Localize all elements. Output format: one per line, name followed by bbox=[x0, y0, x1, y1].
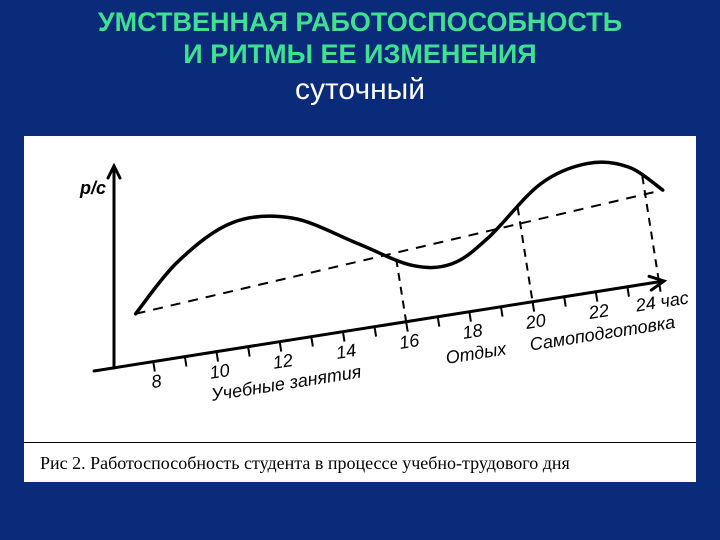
slide-title-line2: И РИТМЫ ЕЕ ИЗМЕНЕНИЯ bbox=[0, 38, 720, 70]
title-block: УМСТВЕННАЯ РАБОТОСПОСОБНОСТЬ И РИТМЫ ЕЕ … bbox=[0, 0, 720, 107]
svg-text:18: 18 bbox=[461, 320, 484, 343]
svg-text:22: 22 bbox=[586, 300, 610, 323]
svg-text:20: 20 bbox=[523, 310, 547, 333]
svg-text:14: 14 bbox=[335, 340, 358, 363]
slide-title-line1: УМСТВЕННАЯ РАБОТОСПОСОБНОСТЬ bbox=[0, 6, 720, 38]
svg-text:12: 12 bbox=[271, 350, 294, 373]
svg-text:16: 16 bbox=[398, 330, 422, 353]
svg-text:Отдых: Отдых bbox=[444, 338, 508, 367]
figure-panel: р/с81012141618202224 часУчебные занятияО… bbox=[24, 136, 696, 482]
figure-caption: Рис 2. Работоспособность студента в проц… bbox=[24, 443, 696, 482]
svg-text:10: 10 bbox=[208, 360, 231, 383]
slide-subtitle: суточный bbox=[0, 73, 720, 107]
slide: УМСТВЕННАЯ РАБОТОСПОСОБНОСТЬ И РИТМЫ ЕЕ … bbox=[0, 0, 720, 540]
svg-text:24 час: 24 час bbox=[633, 288, 690, 316]
svg-text:р/с: р/с bbox=[79, 178, 106, 198]
svg-text:8: 8 bbox=[150, 371, 163, 392]
performance-chart: р/с81012141618202224 часУчебные занятияО… bbox=[24, 136, 696, 436]
